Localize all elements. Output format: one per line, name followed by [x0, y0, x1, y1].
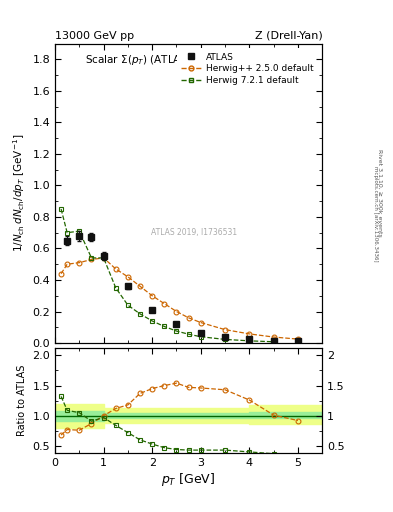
Text: mcplots.cern.ch [arXiv:1306.3436]: mcplots.cern.ch [arXiv:1306.3436]: [373, 166, 378, 262]
Text: Z (Drell-Yan): Z (Drell-Yan): [255, 31, 322, 41]
Text: Scalar $\Sigma(p_T)$ (ATLAS UE in $Z$ production): Scalar $\Sigma(p_T)$ (ATLAS UE in $Z$ pr…: [85, 53, 292, 67]
Y-axis label: Ratio to ATLAS: Ratio to ATLAS: [17, 365, 27, 436]
Text: 13000 GeV pp: 13000 GeV pp: [55, 31, 134, 41]
Text: Rivet 3.1.10, ≥ 300k events: Rivet 3.1.10, ≥ 300k events: [377, 150, 382, 237]
Text: ATLAS 2019, I1736531: ATLAS 2019, I1736531: [151, 228, 237, 237]
Legend: ATLAS, Herwig++ 2.5.0 default, Herwig 7.2.1 default: ATLAS, Herwig++ 2.5.0 default, Herwig 7.…: [177, 48, 318, 90]
Y-axis label: $1/N_\mathsf{ch}\,dN_\mathsf{ch}/dp_T\ [\mathsf{GeV}^{-1}]$: $1/N_\mathsf{ch}\,dN_\mathsf{ch}/dp_T\ […: [11, 134, 27, 252]
X-axis label: $p_T\ [\mathsf{GeV}]$: $p_T\ [\mathsf{GeV}]$: [162, 471, 216, 488]
